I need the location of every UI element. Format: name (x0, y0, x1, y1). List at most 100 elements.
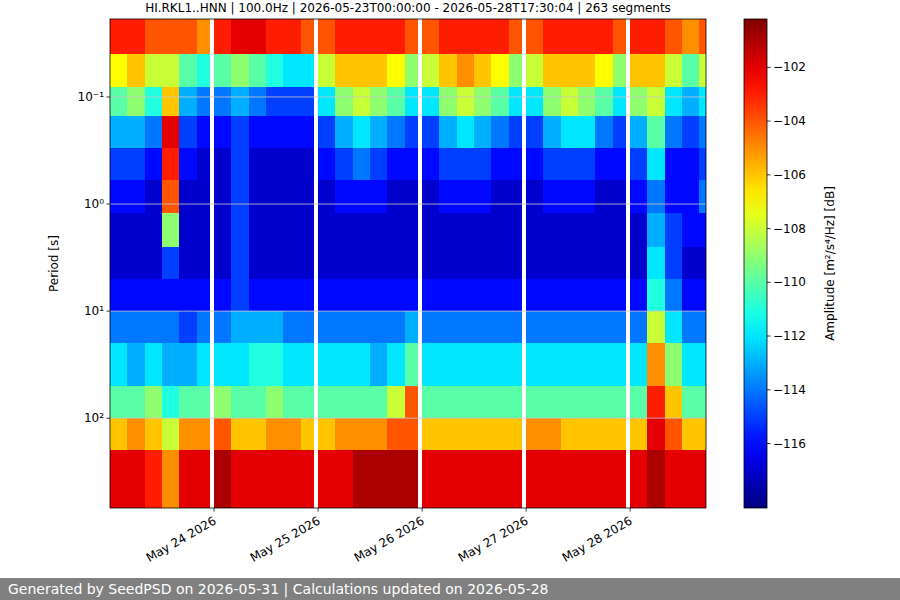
cell (474, 386, 491, 418)
cell (699, 116, 706, 148)
cell (301, 180, 314, 212)
grid-line (110, 96, 706, 97)
cell (474, 116, 491, 148)
cell (353, 148, 370, 180)
cell (682, 279, 699, 311)
cell (647, 116, 664, 148)
cell (214, 386, 231, 418)
cell (509, 247, 522, 279)
cell (266, 450, 283, 508)
cell (283, 450, 300, 508)
cell (665, 450, 682, 508)
cell (249, 343, 266, 386)
cell (127, 19, 144, 54)
cell (214, 87, 231, 116)
cell (595, 54, 612, 86)
cell (370, 279, 387, 311)
tick-label: −110 (773, 275, 806, 289)
cell (335, 116, 352, 148)
cell (249, 450, 266, 508)
cell (561, 148, 578, 180)
cell (179, 386, 196, 418)
cell (318, 279, 335, 311)
cell (179, 116, 196, 148)
cell (179, 247, 196, 279)
cell (543, 386, 560, 418)
cell (422, 279, 439, 311)
tick-label: −106 (773, 168, 806, 182)
cell (231, 116, 248, 148)
tick-label: −104 (773, 114, 806, 128)
cell (127, 343, 144, 386)
cell (647, 87, 664, 116)
cell (665, 87, 682, 116)
cell (457, 148, 474, 180)
footer-bar (0, 578, 900, 600)
cell (179, 343, 196, 386)
cell (439, 87, 456, 116)
cell (335, 386, 352, 418)
cell (405, 450, 418, 508)
cell (145, 386, 162, 418)
cell (145, 450, 162, 508)
cell (595, 311, 612, 343)
cell (457, 418, 474, 450)
cell (127, 450, 144, 508)
cell (301, 311, 314, 343)
cell (231, 418, 248, 450)
cell (179, 180, 196, 212)
cell (318, 116, 335, 148)
cell (491, 54, 508, 86)
cell (526, 279, 543, 311)
cell (335, 54, 352, 86)
cell (613, 311, 626, 343)
cell (387, 87, 404, 116)
cell (301, 116, 314, 148)
cell (301, 418, 314, 450)
cell (231, 311, 248, 343)
tick-label: 10⁻¹ (78, 90, 105, 104)
grid-line (110, 311, 706, 312)
cell (682, 19, 699, 54)
cell (647, 343, 664, 386)
cell (474, 54, 491, 86)
cell (509, 213, 522, 247)
cell (387, 148, 404, 180)
cell (110, 386, 127, 418)
cell (682, 148, 699, 180)
tick (630, 508, 631, 512)
cell (630, 54, 647, 86)
cell (422, 418, 439, 450)
cell (266, 19, 283, 54)
cell (370, 54, 387, 86)
cell (353, 213, 370, 247)
cell (665, 343, 682, 386)
cell (214, 19, 231, 54)
cell (162, 386, 179, 418)
cell (214, 279, 231, 311)
cell (665, 213, 682, 247)
cell (387, 19, 404, 54)
cell (249, 116, 266, 148)
cell (630, 87, 647, 116)
cell (665, 279, 682, 311)
cell (613, 148, 626, 180)
cell (179, 450, 196, 508)
tick-label: May 27 2026 (456, 514, 531, 565)
cell (595, 279, 612, 311)
cell (370, 247, 387, 279)
cell (405, 418, 418, 450)
cell (613, 213, 626, 247)
cell (214, 343, 231, 386)
cell (110, 180, 127, 212)
cell (578, 343, 595, 386)
cell (578, 180, 595, 212)
cell (665, 386, 682, 418)
cell (353, 54, 370, 86)
cell (301, 247, 314, 279)
cell (630, 343, 647, 386)
cell (439, 386, 456, 418)
cell (509, 279, 522, 311)
cell (387, 54, 404, 86)
tick (214, 508, 215, 512)
